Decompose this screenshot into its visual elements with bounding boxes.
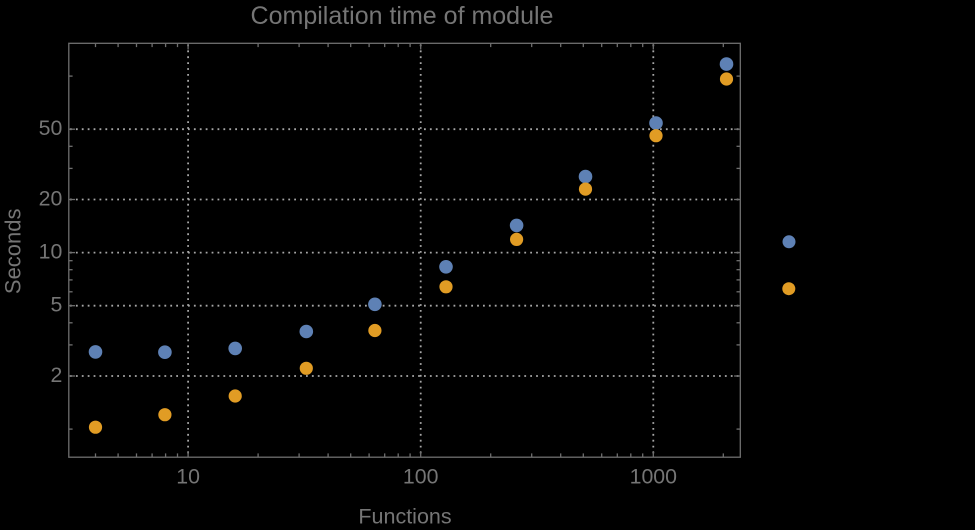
svg-text:Compilation time of module: Compilation time of module (251, 2, 554, 30)
svg-text:100: 100 (403, 465, 439, 489)
svg-text:10: 10 (176, 465, 200, 489)
svg-text:2: 2 (50, 363, 62, 387)
svg-text:Functions: Functions (358, 504, 451, 525)
svg-text:10: 10 (39, 239, 63, 263)
svg-text:1000: 1000 (630, 465, 678, 489)
svg-text:5: 5 (50, 293, 62, 317)
svg-text:Seconds: Seconds (1, 208, 26, 294)
svg-text:20: 20 (39, 186, 63, 210)
svg-text:50: 50 (39, 116, 63, 140)
